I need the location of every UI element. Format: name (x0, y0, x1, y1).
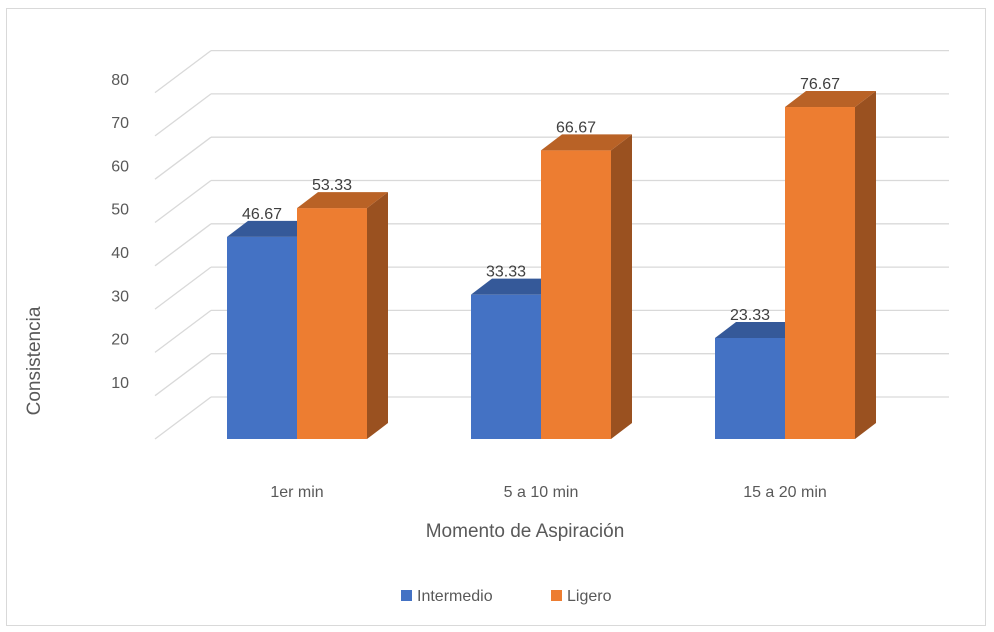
bar-front (785, 107, 855, 440)
gridline-diagonal (154, 309, 212, 353)
chart-frame: 10 20 30 40 50 60 70 80 46.67 53.33 33.33 66.67 23.… (6, 8, 986, 626)
data-labels: 46.67 53.33 33.33 66.67 23.33 76.67 (242, 76, 840, 324)
bar-top (297, 192, 388, 209)
gridline-diagonal (154, 353, 212, 397)
bar-top (541, 134, 632, 151)
gridline-diagonal (154, 136, 212, 180)
gridline-diagonal (154, 50, 212, 94)
data-label: 66.67 (556, 119, 596, 136)
bar-side (855, 91, 876, 440)
legend-swatch (551, 590, 562, 601)
x-category-label: 1er min (270, 484, 323, 501)
legend-label: Intermedio (417, 588, 493, 605)
y-tick-label: 20 (111, 332, 129, 349)
bar-top (227, 220, 318, 237)
y-tick-label: 30 (111, 288, 129, 305)
bar-top (471, 278, 562, 295)
data-label: 46.67 (242, 206, 282, 223)
x-axis-categories: 1er min 5 a 10 min 15 a 20 min (270, 484, 826, 501)
legend: Intermedio Ligero (401, 588, 612, 605)
bar-top (715, 321, 806, 338)
gridline-diagonal (154, 179, 212, 224)
y-tick-label: 10 (111, 375, 129, 392)
data-label: 53.33 (312, 177, 352, 194)
y-axis-ticks: 10 20 30 40 50 60 70 80 (111, 72, 129, 392)
x-category-label: 5 a 10 min (504, 484, 579, 501)
y-tick-label: 60 (111, 158, 129, 175)
x-axis-title: Momento de Aspiración (426, 521, 625, 542)
gridline-diagonal (154, 266, 212, 310)
bar-front (471, 294, 541, 439)
legend-label: Ligero (567, 588, 612, 605)
legend-item-ligero: Ligero (551, 588, 612, 605)
x-category-label: 15 a 20 min (743, 484, 827, 501)
gridline-diagonal (154, 223, 212, 267)
bar-top (785, 91, 876, 108)
chart-canvas: 10 20 30 40 50 60 70 80 46.67 53.33 33.33 66.67 23.… (24, 49, 949, 605)
gridline-diagonal (154, 396, 212, 440)
bar-front (297, 208, 367, 439)
bar-side (367, 192, 388, 439)
bars (227, 91, 876, 440)
bar-front (715, 337, 785, 439)
bar-ligero-2 (785, 91, 876, 440)
gridline-diagonal (154, 93, 212, 137)
y-axis-title: Consistencia (24, 306, 45, 415)
data-label: 23.33 (730, 307, 770, 324)
bar-ligero-0 (297, 192, 388, 439)
bar-ligero-1 (541, 134, 632, 439)
bar-front (227, 236, 297, 439)
legend-item-intermedio: Intermedio (401, 588, 493, 605)
y-tick-label: 40 (111, 245, 129, 262)
y-tick-label: 80 (111, 72, 129, 89)
y-tick-label: 70 (111, 115, 129, 132)
data-label: 76.67 (800, 76, 840, 93)
y-tick-label: 50 (111, 202, 129, 219)
data-label: 33.33 (486, 264, 526, 281)
bar-side (611, 134, 632, 439)
bar-front (541, 150, 611, 439)
legend-swatch (401, 590, 412, 601)
